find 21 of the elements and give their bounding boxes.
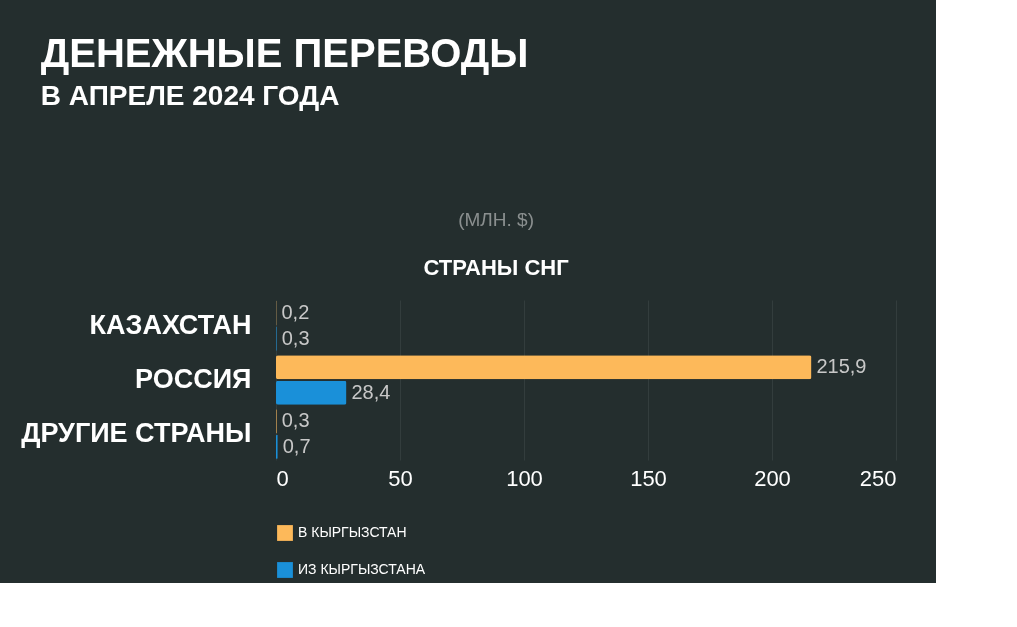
data-label: 0,3 <box>281 409 310 432</box>
x-tick-label: 50 <box>388 465 413 491</box>
y-tick-label: ДРУГИЕ СТРАНЫ <box>21 418 252 449</box>
y-tick-label: РОССИЯ <box>135 364 252 394</box>
data-label: 0,7 <box>282 434 311 457</box>
x-tick-label: 150 <box>630 465 667 491</box>
data-label: 0,3 <box>281 326 310 349</box>
chart-title: ДЕНЕЖНЫЕ ПЕРЕВОДЫ <box>40 31 529 75</box>
legend-label: ИЗ КЫРГЫЗСТАНА <box>298 561 426 577</box>
data-label: 28,4 <box>351 380 391 403</box>
x-tick-label: 0 <box>276 465 289 491</box>
y-tick-label: КАЗАХСТАН <box>89 309 252 340</box>
x-tick-label: 200 <box>754 465 791 491</box>
legend-label: В КЫРГЫЗСТАН <box>298 524 407 540</box>
data-label: 0,2 <box>281 301 310 324</box>
chart-subtitle: В АПРЕЛЕ 2024 ГОДА <box>40 80 340 111</box>
data-label: 215,9 <box>816 355 867 378</box>
text: (МЛН. $) <box>458 209 534 230</box>
x-tick-label: 250 <box>859 465 897 491</box>
text: СТРАНЫ СНГ <box>423 255 570 280</box>
x-tick-label: 100 <box>506 465 543 491</box>
